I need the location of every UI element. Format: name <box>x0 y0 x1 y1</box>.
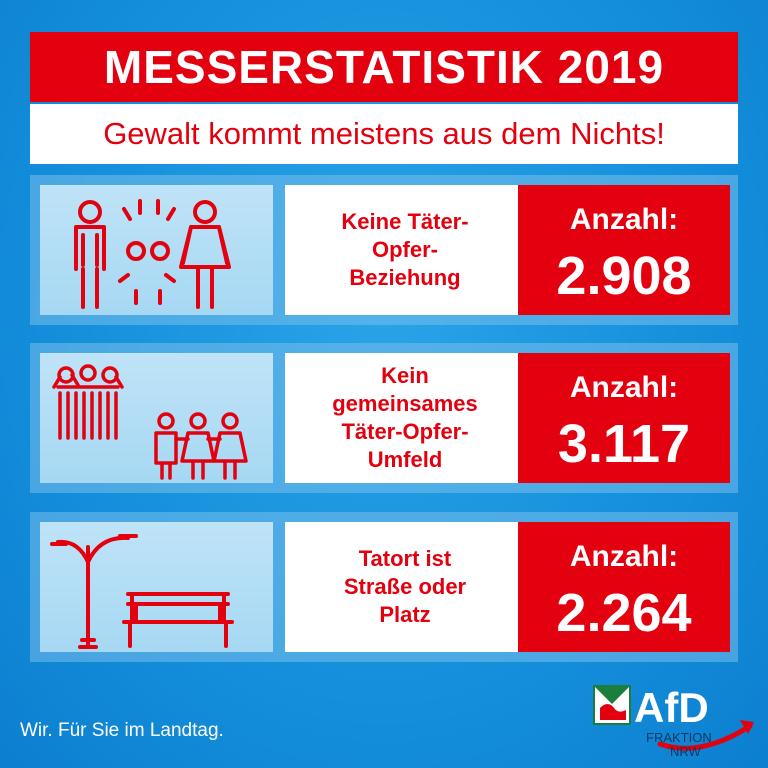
count-value: 3.117 <box>557 414 691 474</box>
stat-row-1: Keine Täter- Opfer- Beziehung Anzahl: 2.… <box>30 175 738 325</box>
stat-row-3: Tatort ist Straße oder Platz Anzahl: 2.2… <box>30 512 738 662</box>
street-lamp-bench-icon <box>50 534 234 649</box>
description-line: Opfer- <box>372 237 438 262</box>
description-line: Straße oder <box>343 574 467 599</box>
stat-row-2: Kein gemeinsames Täter-Opfer- Umfeld Anz… <box>30 343 738 493</box>
page-title: MESSERSTATISTIK 2019 <box>103 41 665 93</box>
description-line: gemeinsames <box>332 391 478 416</box>
description-line: Kein <box>381 363 429 388</box>
man-woman-broken-chain-icon <box>74 199 231 309</box>
description-line: Platz <box>379 602 431 627</box>
logo-arrow-icon <box>657 723 753 751</box>
count-value: 2.908 <box>556 246 692 306</box>
slogan: Wir. Für Sie im Landtag. <box>20 720 224 741</box>
separate-groups-icon <box>52 364 248 480</box>
description-line: Keine Täter- <box>341 209 469 234</box>
description-line: Täter-Opfer- <box>341 419 469 444</box>
nrw-crest-icon <box>593 685 631 725</box>
stat-row-2-description: Kein gemeinsames Täter-Opfer- Umfeld <box>285 353 525 483</box>
subtitle-bar: Gewalt kommt meistens aus dem Nichts! <box>30 104 738 164</box>
stat-row-1-count: Anzahl: 2.908 <box>518 185 730 315</box>
count-label: Anzahl: <box>569 203 679 236</box>
count-value: 2.264 <box>556 583 692 643</box>
count-label: Anzahl: <box>569 540 679 573</box>
description-line: Beziehung <box>349 265 461 290</box>
stat-row-2-count: Anzahl: 3.117 <box>518 353 730 483</box>
logo-sub-fraktion: FRAKTION <box>646 730 712 745</box>
logo-sub-nrw: NRW <box>670 744 702 759</box>
description-line: Umfeld <box>367 447 443 472</box>
title-bar: MESSERSTATISTIK 2019 <box>30 32 738 102</box>
stat-row-1-illustration <box>40 185 273 315</box>
stat-row-3-count: Anzahl: 2.264 <box>518 522 730 652</box>
afd-logo: AfD FRAKTION NRW <box>590 680 760 760</box>
count-label: Anzahl: <box>569 371 679 404</box>
logo-text: AfD <box>634 684 709 731</box>
stat-row-3-description: Tatort ist Straße oder Platz <box>285 522 525 652</box>
logo-arrow-head-icon <box>740 720 754 734</box>
description-line: Tatort ist <box>358 546 452 571</box>
stat-row-2-illustration <box>40 353 273 483</box>
stat-row-1-description: Keine Täter- Opfer- Beziehung <box>285 185 525 315</box>
stat-row-3-illustration <box>40 522 273 652</box>
page-subtitle: Gewalt kommt meistens aus dem Nichts! <box>103 116 665 151</box>
